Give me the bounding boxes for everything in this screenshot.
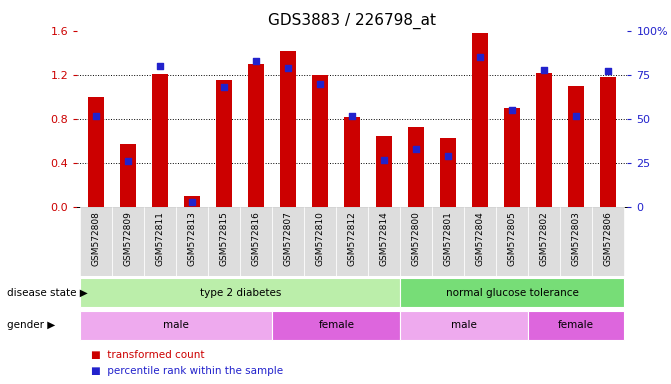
Bar xyxy=(592,207,624,276)
Text: female: female xyxy=(558,320,595,331)
Bar xyxy=(81,207,112,276)
Bar xyxy=(248,64,264,207)
Title: GDS3883 / 226798_at: GDS3883 / 226798_at xyxy=(268,13,436,29)
Point xyxy=(155,63,166,69)
Point xyxy=(123,158,134,164)
Text: GSM572811: GSM572811 xyxy=(156,211,165,266)
Bar xyxy=(272,311,401,340)
Text: GSM572812: GSM572812 xyxy=(348,211,357,266)
Text: GSM572803: GSM572803 xyxy=(572,211,580,266)
Point xyxy=(187,199,198,205)
Text: male: male xyxy=(452,320,477,331)
Bar xyxy=(600,77,616,207)
Bar xyxy=(560,207,592,276)
Text: GSM572813: GSM572813 xyxy=(188,211,197,266)
Point xyxy=(379,157,390,163)
Text: GSM572806: GSM572806 xyxy=(604,211,613,266)
Bar xyxy=(528,311,624,340)
Point xyxy=(475,54,486,60)
Bar xyxy=(280,51,297,207)
Text: ■  transformed count: ■ transformed count xyxy=(91,350,204,360)
Text: GSM572802: GSM572802 xyxy=(539,211,549,266)
Point xyxy=(507,107,517,113)
Text: GSM572808: GSM572808 xyxy=(92,211,101,266)
Text: gender ▶: gender ▶ xyxy=(7,320,55,331)
Bar xyxy=(216,80,232,207)
Bar xyxy=(464,207,497,276)
Bar xyxy=(536,73,552,207)
Bar xyxy=(376,136,393,207)
Bar xyxy=(81,278,401,308)
Bar xyxy=(344,117,360,207)
Text: GSM572801: GSM572801 xyxy=(444,211,453,266)
Bar xyxy=(240,207,272,276)
Bar xyxy=(272,207,304,276)
Bar xyxy=(528,207,560,276)
Text: type 2 diabetes: type 2 diabetes xyxy=(200,288,281,298)
Point xyxy=(539,66,550,73)
Text: normal glucose tolerance: normal glucose tolerance xyxy=(446,288,578,298)
Bar xyxy=(568,86,584,207)
Text: GSM572807: GSM572807 xyxy=(284,211,293,266)
Text: GSM572816: GSM572816 xyxy=(252,211,261,266)
Bar xyxy=(304,207,336,276)
Bar xyxy=(408,127,424,207)
Bar xyxy=(89,97,105,207)
Point xyxy=(315,81,325,87)
Point xyxy=(219,84,229,90)
Bar xyxy=(152,74,168,207)
Text: disease state ▶: disease state ▶ xyxy=(7,288,87,298)
Bar xyxy=(112,207,144,276)
Point xyxy=(603,68,613,74)
Text: ■  percentile rank within the sample: ■ percentile rank within the sample xyxy=(91,366,282,376)
Text: GSM572805: GSM572805 xyxy=(508,211,517,266)
Text: male: male xyxy=(164,320,189,331)
Bar xyxy=(185,196,201,207)
Point xyxy=(411,146,421,152)
Text: GSM572800: GSM572800 xyxy=(412,211,421,266)
Bar xyxy=(497,207,528,276)
Bar xyxy=(504,108,520,207)
Bar xyxy=(120,144,136,207)
Bar xyxy=(176,207,208,276)
Bar xyxy=(208,207,240,276)
Point xyxy=(347,113,358,119)
Bar xyxy=(81,311,272,340)
Text: GSM572804: GSM572804 xyxy=(476,211,484,266)
Bar xyxy=(144,207,176,276)
Text: female: female xyxy=(318,320,354,331)
Bar xyxy=(440,138,456,207)
Bar xyxy=(368,207,401,276)
Point xyxy=(91,113,102,119)
Bar xyxy=(336,207,368,276)
Bar xyxy=(401,311,528,340)
Point xyxy=(571,113,582,119)
Bar xyxy=(401,278,624,308)
Text: GSM572810: GSM572810 xyxy=(316,211,325,266)
Point xyxy=(283,65,294,71)
Bar xyxy=(312,75,328,207)
Text: GSM572815: GSM572815 xyxy=(220,211,229,266)
Bar xyxy=(472,33,488,207)
Point xyxy=(443,153,454,159)
Bar xyxy=(401,207,432,276)
Text: GSM572809: GSM572809 xyxy=(124,211,133,266)
Text: GSM572814: GSM572814 xyxy=(380,211,389,266)
Bar xyxy=(432,207,464,276)
Point xyxy=(251,58,262,64)
